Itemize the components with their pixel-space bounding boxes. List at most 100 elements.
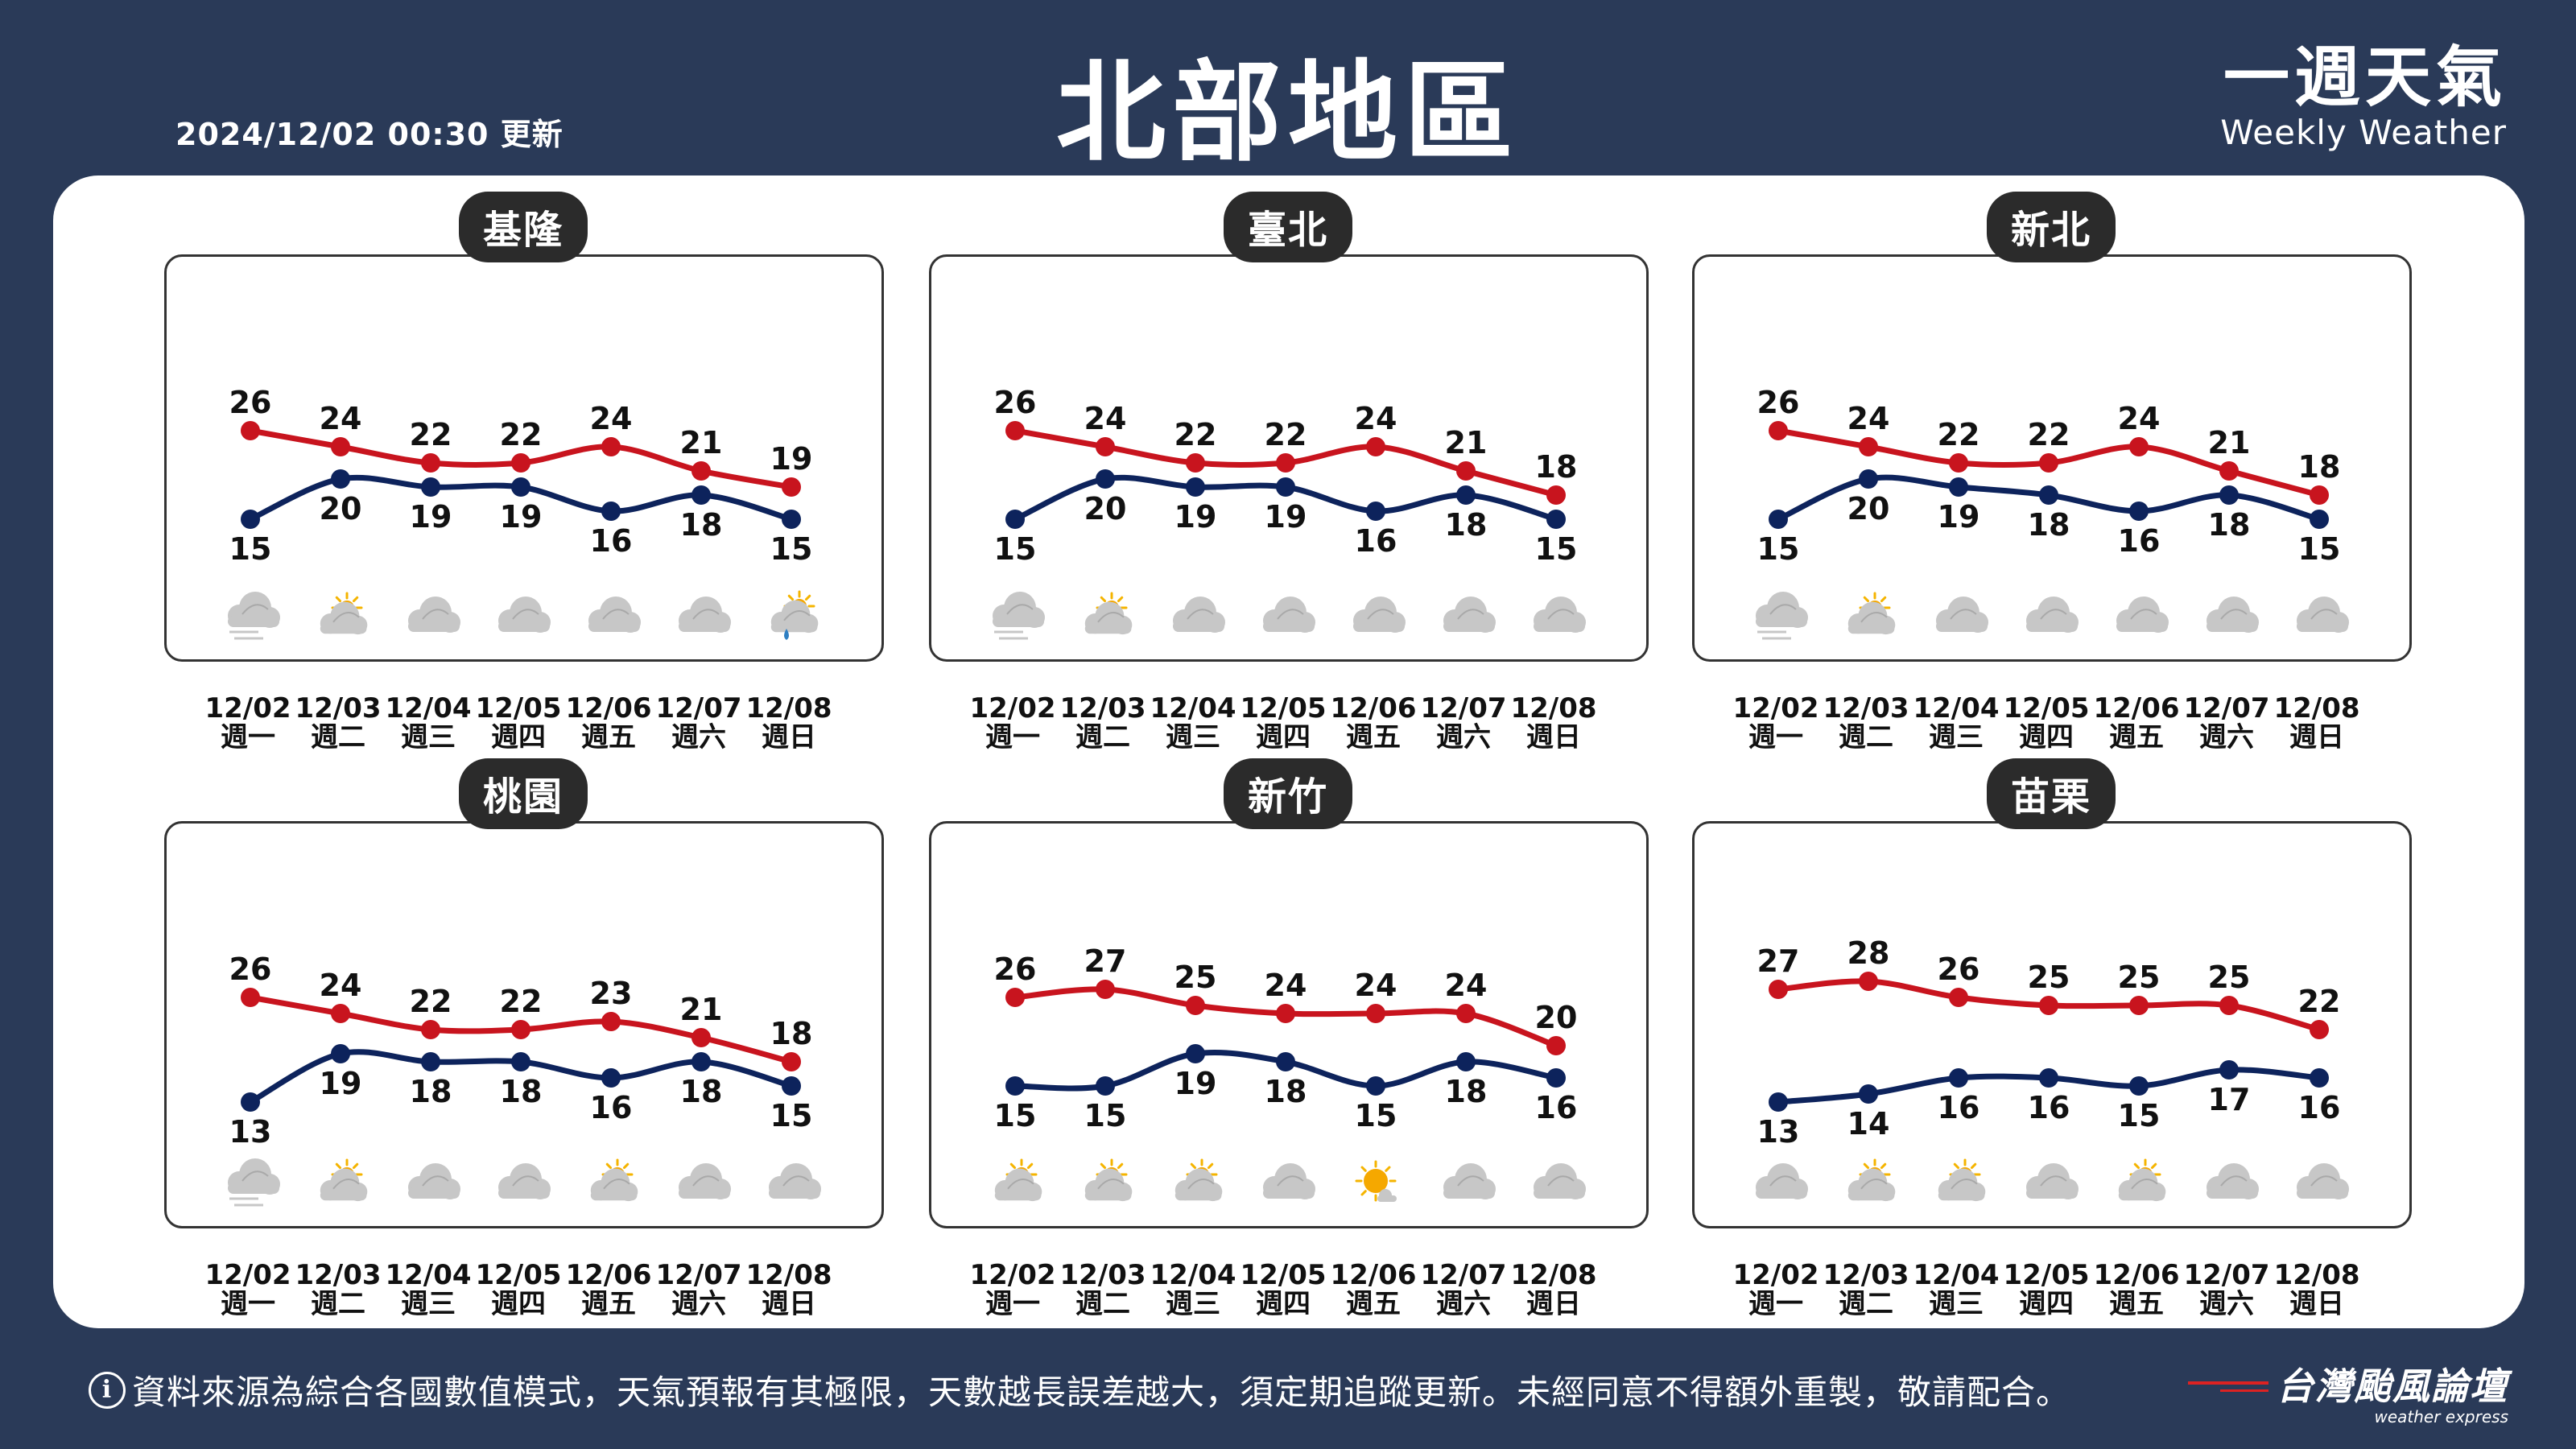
weekday-text: 週二 (311, 1288, 365, 1320)
date-text: 12/08 (2273, 692, 2360, 724)
low-temp-label: 18 (1445, 1074, 1488, 1109)
date-text: 12/02 (1732, 692, 1819, 724)
weekday-text: 週四 (2019, 1288, 2074, 1320)
weekday-text: 週六 (1436, 1288, 1491, 1320)
high-temp-label: 24 (1847, 401, 1890, 436)
day-label: 12/04 週三 (384, 694, 473, 752)
weekday-text: 週五 (581, 721, 636, 753)
date-row: 12/02 週一 12/03 週二 12/04 週三 12/05 週四 12/06 週五 12/07… (164, 1261, 882, 1325)
cloud-icon (1443, 1163, 1496, 1199)
low-temp-label: 15 (770, 1098, 813, 1133)
day-label: 12/03 週二 (294, 1261, 382, 1319)
sun-cloud-icon (994, 1158, 1042, 1202)
day-label: 12/07 週六 (654, 1261, 743, 1319)
low-temp-point (1366, 1076, 1385, 1096)
high-temp-point (1186, 996, 1205, 1015)
high-temp-label: 24 (320, 401, 362, 436)
weekday-text: 週一 (221, 721, 275, 753)
day-label: 12/04 週三 (1149, 694, 1237, 752)
day-label: 12/06 週五 (1329, 1261, 1418, 1319)
low-temp-label: 19 (1938, 499, 1980, 535)
date-text: 12/04 (385, 1259, 472, 1291)
high-temp-point (1096, 980, 1115, 999)
disclaimer: i 資料來源為綜合各國數值模式，天氣預報有其極限，天數越長誤差越大，須定期追蹤更… (89, 1365, 2070, 1414)
low-temp-point (1096, 469, 1115, 489)
date-text: 12/08 (745, 692, 832, 724)
date-row: 12/02 週一 12/03 週二 12/04 週三 12/05 週四 12/06 週五 12/07… (929, 1261, 1647, 1325)
weekday-text: 週五 (2109, 721, 2164, 753)
date-text: 12/04 (1913, 1259, 2000, 1291)
day-label: 12/04 週三 (384, 1261, 473, 1319)
date-text: 12/07 (1420, 692, 1507, 724)
low-temp-point (421, 1052, 440, 1071)
date-row: 12/02 週一 12/03 週二 12/04 週三 12/05 週四 12/06 週五 12/07… (164, 694, 882, 758)
cloud-icon (2116, 597, 2169, 633)
high-temp-label: 21 (680, 992, 723, 1027)
day-label: 12/08 週日 (745, 1261, 833, 1319)
high-temp-label: 20 (1535, 1000, 1578, 1035)
low-temp-label: 18 (680, 1074, 723, 1109)
high-temp-label: 25 (2118, 960, 2161, 995)
high-temp-point (241, 421, 260, 440)
date-text: 12/06 (2093, 1259, 2180, 1291)
temperature-chart: 26 24 22 22 24 21 18 15 20 19 18 16 18 15 (1756, 385, 2349, 640)
cloud-icon (1263, 1163, 1315, 1199)
low-temp-label: 15 (2298, 531, 2341, 567)
low-temp-point (1546, 1068, 1566, 1088)
low-temp-point (2219, 1060, 2239, 1080)
day-label: 12/08 週日 (2273, 694, 2361, 752)
date-text: 12/03 (1059, 1259, 1146, 1291)
date-text: 12/07 (2183, 1259, 2270, 1291)
low-temp-label: 19 (1265, 499, 1307, 535)
day-label: 12/03 週二 (1822, 694, 1910, 752)
low-temp-point (1096, 1076, 1115, 1096)
day-label: 12/04 週三 (1912, 694, 2000, 752)
day-label: 12/03 週二 (1822, 1261, 1910, 1319)
high-temp-label: 24 (1445, 968, 1488, 1003)
date-text: 12/02 (969, 1259, 1056, 1291)
weekday-text: 週日 (1526, 1288, 1581, 1320)
day-label: 12/07 週六 (1419, 1261, 1508, 1319)
weekday-text: 週一 (1748, 1288, 1803, 1320)
day-label: 12/04 週三 (1149, 1261, 1237, 1319)
cloud-icon (408, 1163, 460, 1199)
temperature-chart: 26 24 22 22 24 21 19 15 20 19 19 16 18 15 (228, 385, 819, 640)
date-text: 12/07 (655, 692, 742, 724)
day-label: 12/02 週一 (1732, 1261, 1820, 1319)
low-temp-point (1276, 1052, 1295, 1071)
high-temp-point (2310, 1020, 2329, 1039)
low-temp-label: 16 (1355, 523, 1397, 559)
high-temp-label: 25 (1174, 960, 1217, 995)
cloud-icon (1263, 597, 1315, 633)
date-text: 12/06 (1330, 1259, 1417, 1291)
low-temp-point (1186, 1044, 1205, 1063)
cloud-icon (2297, 597, 2349, 633)
city-name: 基隆 (458, 192, 588, 262)
low-temp-label: 18 (410, 1074, 452, 1109)
high-temp-label: 21 (2208, 425, 2251, 460)
date-text: 12/07 (2183, 692, 2270, 724)
sun-cloud-icon (590, 1158, 638, 1202)
weekday-text: 週三 (1929, 1288, 1984, 1320)
date-text: 12/05 (2003, 692, 2090, 724)
cloud-icon (1534, 1163, 1586, 1199)
high-temp-label: 24 (2118, 401, 2161, 436)
weekday-text: 週日 (2289, 721, 2344, 753)
high-temp-point (511, 453, 530, 473)
weekday-text: 週三 (401, 721, 456, 753)
low-temp-label: 19 (320, 1066, 362, 1101)
high-temp-label: 22 (410, 984, 452, 1019)
weekday-text: 週二 (1839, 1288, 1893, 1320)
sun-cloud-icon (1847, 592, 1896, 635)
low-temp-point (241, 510, 260, 529)
sun-cloud-icon (1084, 592, 1133, 635)
weekday-text: 週日 (1526, 721, 1581, 753)
day-label: 12/06 週五 (2092, 1261, 2181, 1319)
cloud-icon (679, 597, 731, 633)
high-temp-point (421, 1020, 440, 1039)
low-temp-point (511, 477, 530, 497)
low-temp-point (421, 477, 440, 497)
sun-cloud-icon (1847, 1158, 1896, 1202)
low-temp-point (1769, 510, 1788, 529)
date-text: 12/06 (2093, 692, 2180, 724)
